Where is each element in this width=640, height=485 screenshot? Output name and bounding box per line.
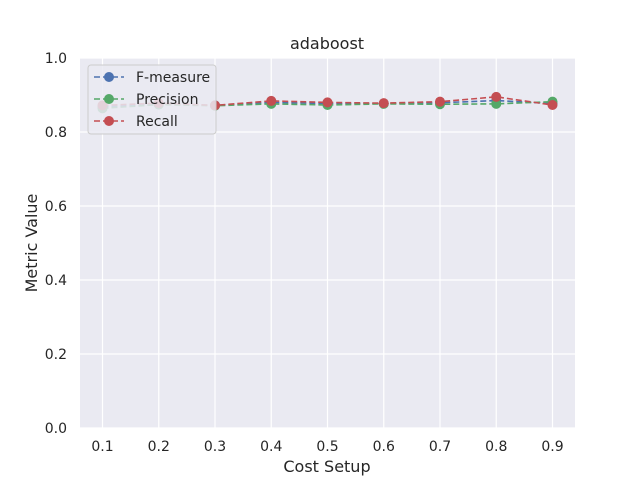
x-tick-label: 0.9: [541, 439, 563, 455]
y-tick-label: 0.2: [45, 347, 67, 363]
data-point-recall: [322, 97, 333, 108]
x-tick-label: 0.8: [485, 439, 507, 455]
x-tick-label: 0.4: [260, 439, 282, 455]
y-axis-label: Metric Value: [22, 194, 41, 293]
y-tick-label: 0.6: [45, 199, 67, 215]
data-point-recall: [378, 98, 389, 109]
legend-marker-f-measure: [104, 72, 114, 82]
x-tick-label: 0.3: [204, 439, 226, 455]
data-point-recall: [435, 96, 445, 107]
data-point-recall: [547, 99, 558, 110]
legend-label-precision: Precision: [136, 92, 198, 108]
x-tick-labels: 0.1 0.2 0.3 0.4 0.5 0.6 0.7 0.8 0.9: [91, 439, 563, 455]
data-point-precision: [491, 98, 502, 109]
legend-box: [87, 64, 217, 135]
x-tick-label: 0.2: [148, 439, 170, 455]
legend-label-f-measure: F-measure: [136, 70, 210, 86]
legend-marker-precision: [104, 94, 114, 104]
legend-label-recall: Recall: [136, 114, 178, 130]
x-tick-label: 0.6: [373, 439, 395, 455]
y-tick-label: 0.8: [45, 125, 67, 141]
legend-marker-recall: [104, 116, 114, 126]
x-tick-label: 0.5: [316, 439, 338, 455]
chart-title: adaboost: [290, 34, 364, 53]
data-point-recall: [266, 95, 277, 106]
data-point-recall: [491, 91, 502, 102]
x-tick-label: 0.1: [91, 439, 113, 455]
y-tick-label: 0.0: [45, 421, 67, 437]
x-tick-label: 0.7: [429, 439, 451, 455]
x-axis-label: Cost Setup: [283, 457, 370, 476]
y-tick-label: 0.4: [45, 273, 67, 289]
legend: F-measure Precision Recall: [87, 64, 217, 135]
y-tick-label: 1.0: [45, 51, 67, 67]
y-tick-labels: 0.0 0.2 0.4 0.6 0.8 1.0: [45, 51, 67, 437]
gridlines: [80, 57, 575, 429]
